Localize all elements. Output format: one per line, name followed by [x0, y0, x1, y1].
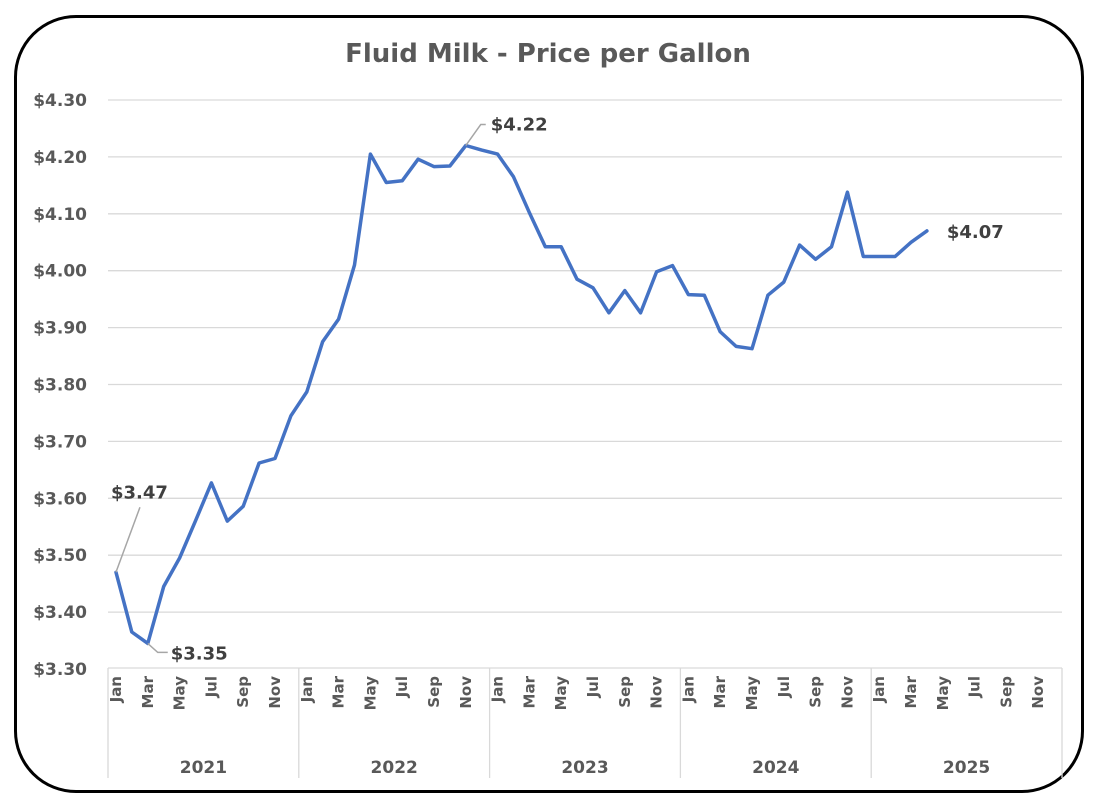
- month-tick-label: Sep: [234, 676, 252, 708]
- month-tick-label: May: [552, 676, 570, 711]
- data-label: $3.47: [111, 482, 168, 503]
- y-tick-label: $3.40: [33, 603, 87, 623]
- month-tick-label: May: [171, 676, 189, 711]
- chart-title: Fluid Milk - Price per Gallon: [345, 39, 751, 69]
- month-tick-label: Jul: [584, 676, 602, 698]
- x-axis: Jan Mar May Jul Sep Nov 2021 Jan Mar May Jul Sep Nov…: [107, 667, 1063, 778]
- year-label: 2023: [561, 758, 608, 778]
- month-tick-label: Jan: [489, 676, 507, 703]
- data-label: $4.07: [947, 222, 1004, 243]
- data-label: $3.35: [171, 643, 228, 664]
- month-tick-label: Jul: [393, 676, 411, 698]
- month-tick-label: Nov: [648, 676, 666, 709]
- data-label-leader: [115, 507, 141, 573]
- month-tick-label: Mar: [330, 675, 348, 708]
- year-label: 2022: [371, 758, 418, 778]
- data-label-leader: [147, 642, 168, 654]
- gridlines: [108, 99, 1062, 613]
- month-tick-label: Mar: [711, 675, 729, 708]
- month-tick-label: Nov: [1029, 676, 1047, 709]
- month-tick-label: May: [934, 676, 952, 711]
- month-tick-label: Jan: [107, 676, 125, 703]
- month-tick-label: Sep: [425, 676, 443, 708]
- data-label-leader: [465, 123, 486, 146]
- data-label: $4.22: [491, 115, 548, 136]
- month-tick-label: May: [361, 676, 379, 711]
- month-tick-label: Sep: [616, 676, 634, 708]
- month-tick-label: May: [743, 676, 761, 711]
- month-tick-label: Mar: [902, 675, 920, 708]
- chart-frame: [14, 15, 1084, 793]
- y-tick-label: $4.20: [33, 148, 87, 168]
- data-labels: $3.47 $3.35 $4.22 $4.07: [111, 115, 1004, 665]
- y-tick-label: $3.90: [33, 319, 87, 339]
- year-label: 2021: [180, 758, 227, 778]
- month-tick-label: Mar: [139, 675, 157, 708]
- y-axis: $3.30 $3.40 $3.50 $3.60 $3.70 $3.80 $3.90 $4.00…: [33, 91, 87, 680]
- month-tick-label: Mar: [520, 675, 538, 708]
- month-tick-label: Nov: [266, 676, 284, 709]
- y-tick-label: $3.50: [33, 546, 87, 566]
- month-tick-label: Nov: [457, 676, 475, 709]
- y-tick-label: $3.30: [33, 660, 87, 680]
- y-tick-label: $4.00: [33, 262, 87, 282]
- y-tick-label: $4.30: [33, 91, 87, 111]
- month-tick-label: Nov: [838, 676, 856, 709]
- series-line: [114, 143, 929, 646]
- month-tick-label: Jul: [966, 676, 984, 698]
- month-tick-label: Jan: [679, 676, 697, 703]
- y-tick-label: $3.80: [33, 376, 87, 396]
- month-tick-label: Jan: [870, 676, 888, 703]
- y-tick-label: $4.10: [33, 205, 87, 225]
- month-tick-label: Jul: [775, 676, 793, 698]
- y-tick-label: $3.70: [33, 432, 87, 452]
- y-tick-label: $3.60: [33, 489, 87, 509]
- month-tick-label: Jan: [298, 676, 316, 703]
- year-label: 2024: [752, 758, 799, 778]
- series-layer: [114, 143, 929, 646]
- month-tick-label: Jul: [202, 676, 220, 698]
- month-tick-label: Sep: [807, 676, 825, 708]
- month-tick-label: Sep: [997, 676, 1015, 708]
- year-label: 2025: [943, 758, 990, 778]
